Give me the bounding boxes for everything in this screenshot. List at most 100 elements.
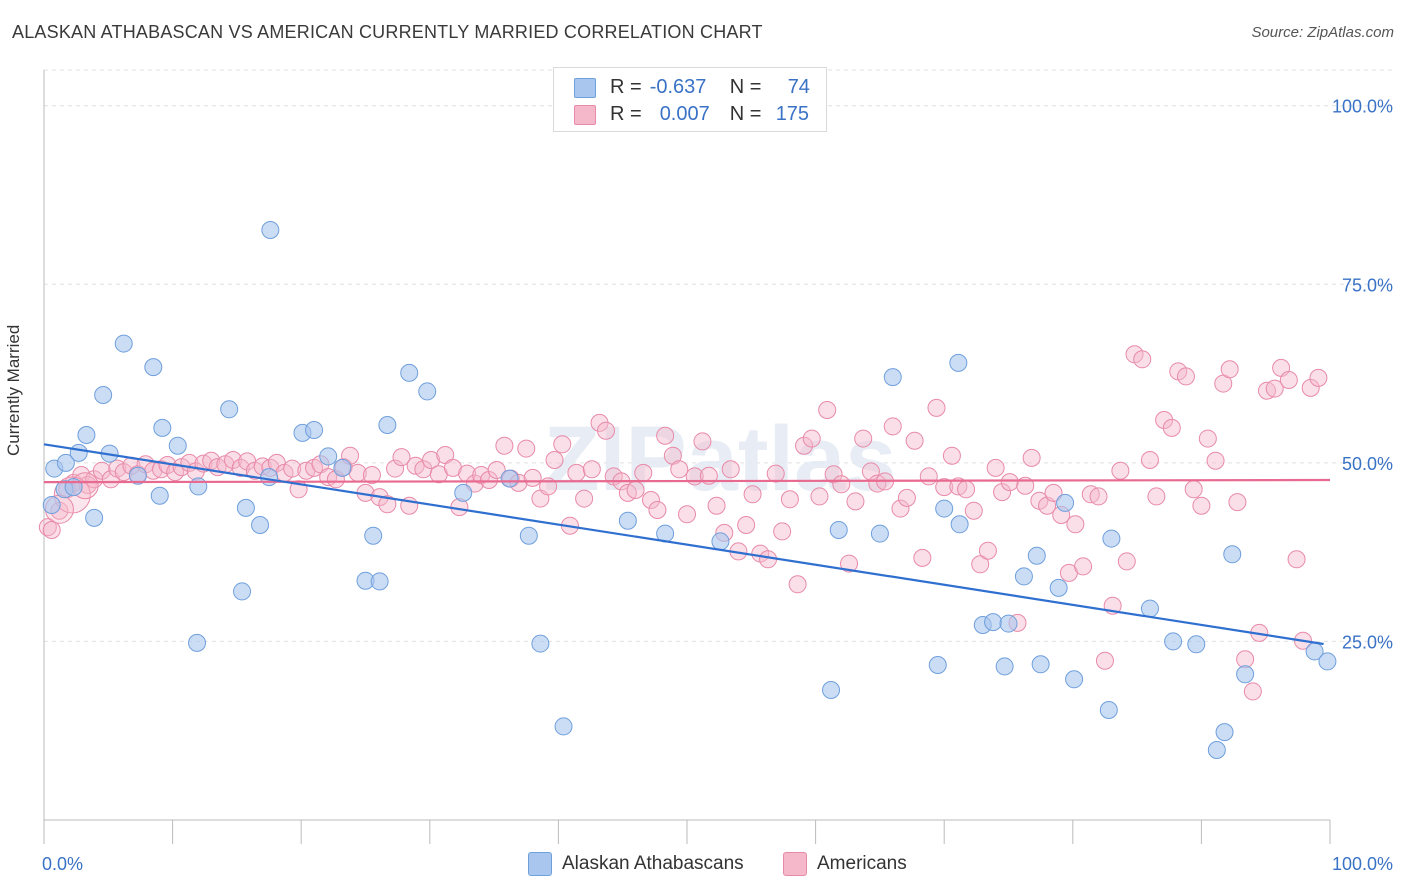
american-point (1162, 418, 1181, 437)
athabascan-point (261, 221, 280, 239)
american-point (1279, 371, 1298, 389)
american-point (766, 464, 785, 483)
american-point (575, 489, 594, 508)
athabascan-point (870, 524, 889, 543)
american-point (1117, 552, 1136, 571)
american-point (648, 501, 667, 519)
athabascan-point (305, 421, 324, 439)
athabascan-point (999, 614, 1018, 633)
athabascan-point (233, 582, 252, 601)
athabascan-point (378, 416, 397, 434)
athabascan-point (370, 572, 389, 591)
legend-r-label: R = (610, 76, 642, 98)
american-point (1095, 651, 1114, 670)
athabascan-point (984, 613, 1003, 632)
american-point (832, 475, 851, 494)
athabascan-point (56, 453, 75, 472)
american-point (802, 429, 821, 448)
american-point (523, 468, 542, 487)
american-point (670, 460, 689, 479)
american-point (1265, 379, 1284, 398)
athabascan-point (500, 469, 519, 488)
athabascan-point (1140, 599, 1159, 618)
athabascan-point (454, 483, 473, 502)
american-point (1000, 473, 1019, 492)
athabascan-point (1207, 741, 1226, 759)
american-point (1192, 496, 1211, 515)
athabascan-point (822, 681, 841, 699)
athabascan-point (168, 436, 187, 455)
american-point (986, 458, 1005, 477)
athabascan-point (77, 426, 96, 444)
american-point (386, 459, 405, 478)
legend-r-value: -0.637 (649, 76, 707, 98)
athabascan-point (1187, 635, 1206, 654)
american-point (1140, 451, 1159, 469)
american-point (582, 460, 601, 479)
american-point (824, 465, 843, 484)
american-point (818, 401, 837, 419)
american-point (1089, 487, 1108, 506)
athabascan-point (1236, 665, 1255, 684)
american-point (422, 451, 441, 469)
american-point (392, 448, 411, 467)
american-point (487, 461, 506, 479)
legend-row-athabascan: R = -0.637 N = 74 (574, 76, 810, 99)
bottom-legend-swatch-pink (783, 852, 807, 876)
legend-swatch-blue (574, 77, 596, 98)
athabascan-point (519, 526, 538, 545)
athabascan-point (220, 400, 239, 419)
american-point (1301, 378, 1320, 397)
american-point (545, 451, 564, 469)
athabascan-point (85, 508, 104, 527)
bottom-legend-label: Americans (817, 853, 907, 874)
american-point (905, 431, 924, 450)
athabascan-point (114, 334, 133, 353)
american-point (553, 435, 572, 454)
american-point (942, 446, 961, 465)
american-point (362, 466, 381, 484)
american-point (1206, 451, 1225, 470)
athabascan-point (995, 657, 1014, 676)
bottom-legend-label: Alaskan Athabascans (562, 853, 744, 874)
american-point (1133, 350, 1152, 369)
american-point (1111, 461, 1130, 480)
american-point (517, 439, 536, 458)
american-point (693, 432, 712, 451)
american-point (1228, 493, 1247, 512)
american-point (795, 436, 814, 455)
american-point (868, 474, 887, 493)
american-point (919, 467, 938, 486)
american-point (42, 521, 61, 539)
athabascan-point (554, 717, 573, 736)
american-point (1236, 650, 1255, 669)
american-point (634, 463, 653, 482)
american-point (567, 463, 586, 482)
athabascan-point (935, 499, 954, 518)
american-point (891, 499, 910, 518)
american-point (224, 451, 243, 469)
athabascan-point (618, 511, 637, 530)
american-point (957, 480, 976, 499)
legend-r-label: R = (610, 103, 642, 125)
american-point (1147, 487, 1166, 506)
chart-source: Source: ZipAtlas.com (1251, 24, 1394, 41)
american-point (1081, 485, 1100, 504)
athabascan-point (128, 466, 147, 485)
athabascan-point (1164, 632, 1183, 651)
american-point (883, 417, 902, 436)
athabascan-point (949, 353, 968, 372)
american-point (656, 426, 675, 445)
american-point (978, 541, 997, 560)
y-tick-label: 75.0% (1342, 275, 1393, 295)
watermark: ZIPatlas (544, 408, 897, 510)
american-point (1022, 448, 1041, 467)
american-point (378, 495, 397, 514)
athabascan-point (1102, 529, 1121, 548)
legend-n-label: N = (729, 103, 762, 125)
americans-trend-line (43, 478, 1331, 484)
athabascan-point (829, 521, 848, 539)
legend-swatch-pink (574, 104, 596, 125)
american-point (1220, 360, 1239, 379)
